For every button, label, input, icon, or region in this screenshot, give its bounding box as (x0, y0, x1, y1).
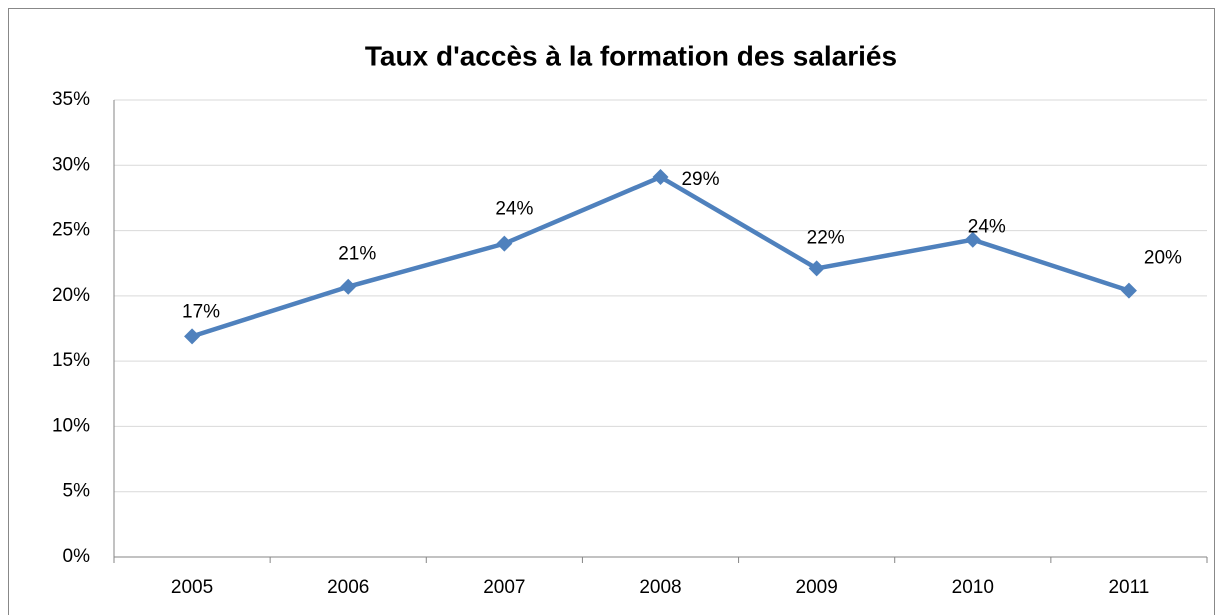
y-tick-label: 25% (52, 220, 90, 241)
y-tick-label: 5% (63, 481, 91, 502)
marker (340, 278, 357, 295)
y-tick-label: 30% (52, 154, 90, 175)
marker (808, 260, 825, 277)
marker (184, 328, 201, 345)
data-label: 29% (681, 169, 719, 190)
marker (652, 169, 669, 186)
data-label: 24% (968, 217, 1006, 238)
y-tick-label: 10% (52, 415, 90, 436)
x-tick-label: 2005 (171, 577, 213, 598)
data-label: 20% (1144, 248, 1182, 269)
marker (1120, 282, 1137, 299)
y-tick-label: 0% (63, 546, 91, 567)
marker (496, 235, 513, 252)
data-label: 17% (182, 301, 220, 322)
x-tick-label: 2009 (796, 577, 838, 598)
data-label: 21% (338, 244, 376, 265)
y-tick-label: 20% (52, 285, 90, 306)
x-tick-label: 2008 (639, 577, 681, 598)
y-tick-label: 35% (52, 89, 90, 110)
chart-border (8, 8, 1215, 615)
x-tick-label: 2010 (952, 577, 994, 598)
x-tick-label: 2007 (483, 577, 525, 598)
y-tick-label: 15% (52, 350, 90, 371)
chart-title: Taux d'accès à la formation des salariés (365, 40, 897, 71)
x-tick-label: 2011 (1108, 577, 1149, 598)
data-label: 22% (807, 227, 845, 248)
x-tick-label: 2006 (327, 577, 369, 598)
data-label: 24% (495, 199, 533, 220)
marker (964, 231, 981, 248)
